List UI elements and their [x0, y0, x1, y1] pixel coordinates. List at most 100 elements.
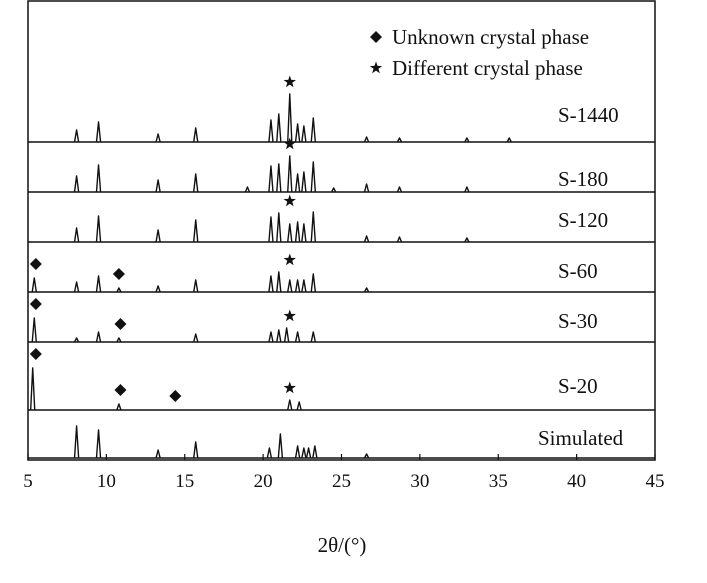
- peak: [192, 127, 199, 143]
- peak: [73, 337, 80, 343]
- peak: [301, 279, 307, 293]
- peak: [287, 223, 293, 243]
- peak: [116, 287, 122, 293]
- star-marker: [283, 194, 296, 207]
- star-marker: [283, 253, 296, 266]
- x-tick-label: 30: [410, 471, 429, 492]
- peak: [312, 445, 318, 459]
- peak: [294, 331, 301, 343]
- peak: [287, 279, 293, 293]
- peak: [464, 137, 470, 143]
- peak: [116, 403, 122, 411]
- peak: [294, 445, 301, 459]
- peak: [294, 123, 301, 143]
- peak: [155, 229, 161, 243]
- peak: [464, 237, 470, 243]
- peak: [331, 187, 337, 193]
- diamond-marker: [29, 348, 42, 360]
- series-label: S-20: [558, 374, 598, 398]
- star-marker: [283, 309, 296, 322]
- peak: [95, 215, 102, 243]
- peak: [95, 331, 102, 343]
- peak: [276, 329, 282, 343]
- legend-symbol: [370, 31, 382, 43]
- peak: [310, 117, 317, 143]
- peak: [396, 137, 403, 143]
- peak: [155, 449, 161, 459]
- peak: [276, 212, 282, 243]
- peak: [277, 433, 284, 459]
- peak: [363, 287, 370, 293]
- peak: [29, 367, 36, 411]
- peak: [310, 273, 317, 293]
- peak: [268, 275, 274, 293]
- peak: [193, 333, 199, 343]
- peak: [268, 165, 274, 193]
- peak: [283, 327, 290, 343]
- peak: [363, 183, 370, 193]
- diamond-marker: [112, 268, 125, 280]
- star-marker: [283, 381, 296, 394]
- peak: [95, 429, 102, 459]
- peak: [294, 221, 301, 243]
- series-label: S-60: [558, 259, 598, 283]
- peak: [363, 453, 370, 459]
- peak: [506, 137, 512, 143]
- series-label: S-120: [558, 208, 608, 232]
- peak: [301, 125, 307, 143]
- peak: [396, 186, 403, 193]
- star-marker: [283, 75, 296, 88]
- diamond-marker: [114, 318, 127, 330]
- x-tick-label: 35: [489, 471, 508, 492]
- peak: [268, 331, 274, 343]
- peak: [310, 211, 317, 243]
- peak: [192, 441, 199, 459]
- peak: [363, 235, 370, 243]
- diamond-marker: [114, 384, 127, 396]
- peak: [95, 121, 102, 143]
- peak: [276, 271, 282, 293]
- peak: [294, 279, 301, 293]
- diamond-marker: [29, 258, 42, 270]
- peak: [464, 186, 470, 193]
- peak: [310, 331, 317, 343]
- peak: [276, 113, 282, 143]
- peak: [31, 277, 38, 293]
- peak: [155, 285, 161, 293]
- peak: [276, 163, 282, 193]
- peak: [363, 136, 370, 143]
- peak: [268, 119, 274, 143]
- x-axis-label: 2θ/(°): [318, 533, 367, 557]
- peak: [192, 279, 199, 293]
- peak: [155, 133, 161, 143]
- peak: [287, 155, 293, 193]
- peak: [192, 219, 199, 243]
- diamond-marker: [169, 390, 182, 402]
- peak: [73, 227, 80, 243]
- x-tick-label: 40: [567, 471, 586, 492]
- x-tick-label: 15: [175, 471, 194, 492]
- peak: [287, 399, 293, 411]
- peak: [301, 447, 307, 459]
- series-label: Simulated: [538, 426, 624, 450]
- peak: [287, 93, 293, 143]
- peak: [301, 171, 307, 193]
- peak: [73, 281, 80, 293]
- peak: [95, 275, 102, 293]
- peak: [310, 161, 317, 193]
- series-label: S-180: [558, 167, 608, 191]
- star-marker: [283, 137, 296, 150]
- peak: [268, 216, 274, 243]
- peak: [244, 186, 251, 193]
- x-tick-label: 25: [332, 471, 351, 492]
- peak: [116, 337, 122, 343]
- series-label: S-30: [558, 309, 598, 333]
- x-tick-label: 10: [97, 471, 116, 492]
- diamond-marker: [29, 298, 42, 310]
- peak: [73, 129, 80, 143]
- legend-label: Unknown crystal phase: [392, 25, 589, 49]
- peak: [31, 317, 38, 343]
- peak: [294, 173, 301, 193]
